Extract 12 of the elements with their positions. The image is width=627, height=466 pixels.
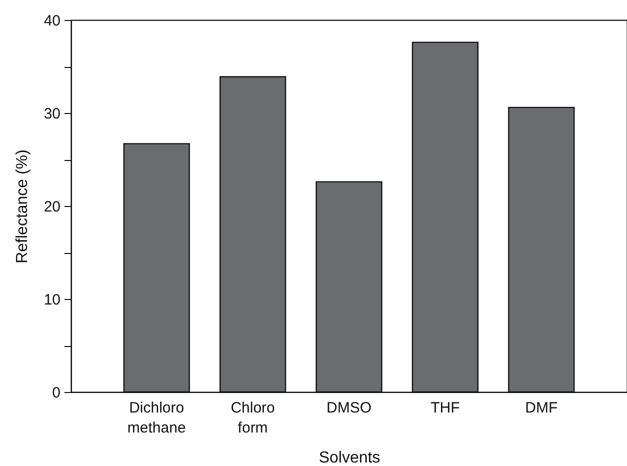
x-tick-label: Chloro form: [230, 400, 275, 436]
x-tick-label: Dichloro methane: [127, 400, 186, 436]
y-tick-label: 40: [44, 12, 60, 30]
x-tick-label: DMSO: [326, 400, 372, 416]
y-axis-title: Reflectance (%): [14, 150, 31, 264]
y-tick-label: 10: [44, 292, 60, 308]
x-tick-label: THF: [430, 400, 460, 416]
x-tick-label: DMF: [525, 400, 558, 416]
y-tick-label: 20: [44, 198, 60, 216]
y-tick-label: 0: [52, 384, 60, 402]
x-axis-title: Solvents: [318, 450, 380, 466]
y-tick-label: 30: [44, 106, 60, 122]
